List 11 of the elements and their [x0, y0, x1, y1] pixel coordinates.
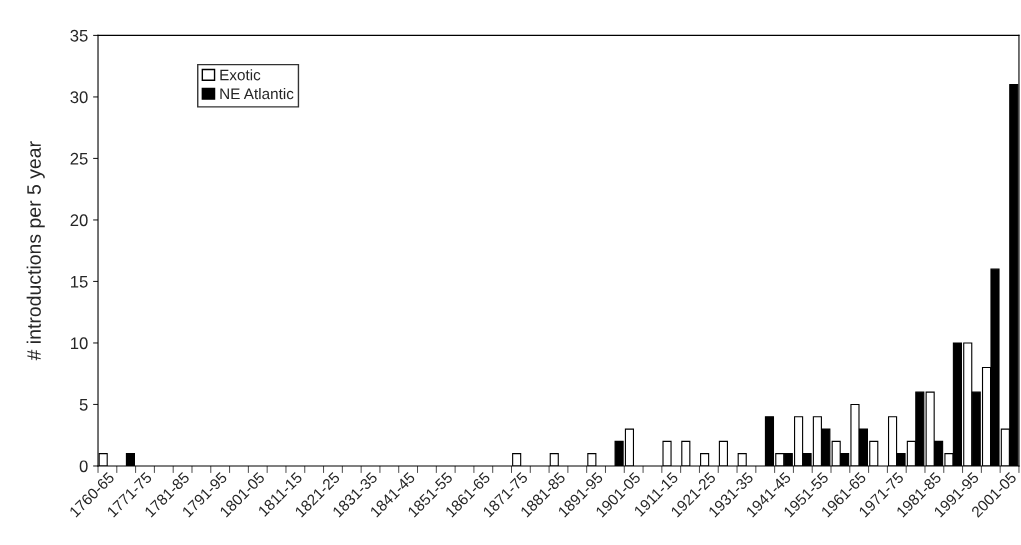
legend-label: NE Atlantic [220, 88, 294, 100]
y-tick-label: 25 [70, 152, 88, 165]
y-tick-label: 20 [70, 214, 88, 227]
y-tick-label: 30 [70, 91, 88, 104]
y-tick-label: 15 [71, 276, 88, 288]
y-tick-label: 35 [70, 29, 88, 42]
y-axis-title: # introductions per 5 year [26, 141, 45, 361]
y-tick-label: 5 [79, 399, 88, 411]
y-tick-label: 10 [71, 337, 88, 350]
y-tick-label: 0 [79, 460, 88, 473]
legend-label: Exotic [220, 69, 261, 81]
